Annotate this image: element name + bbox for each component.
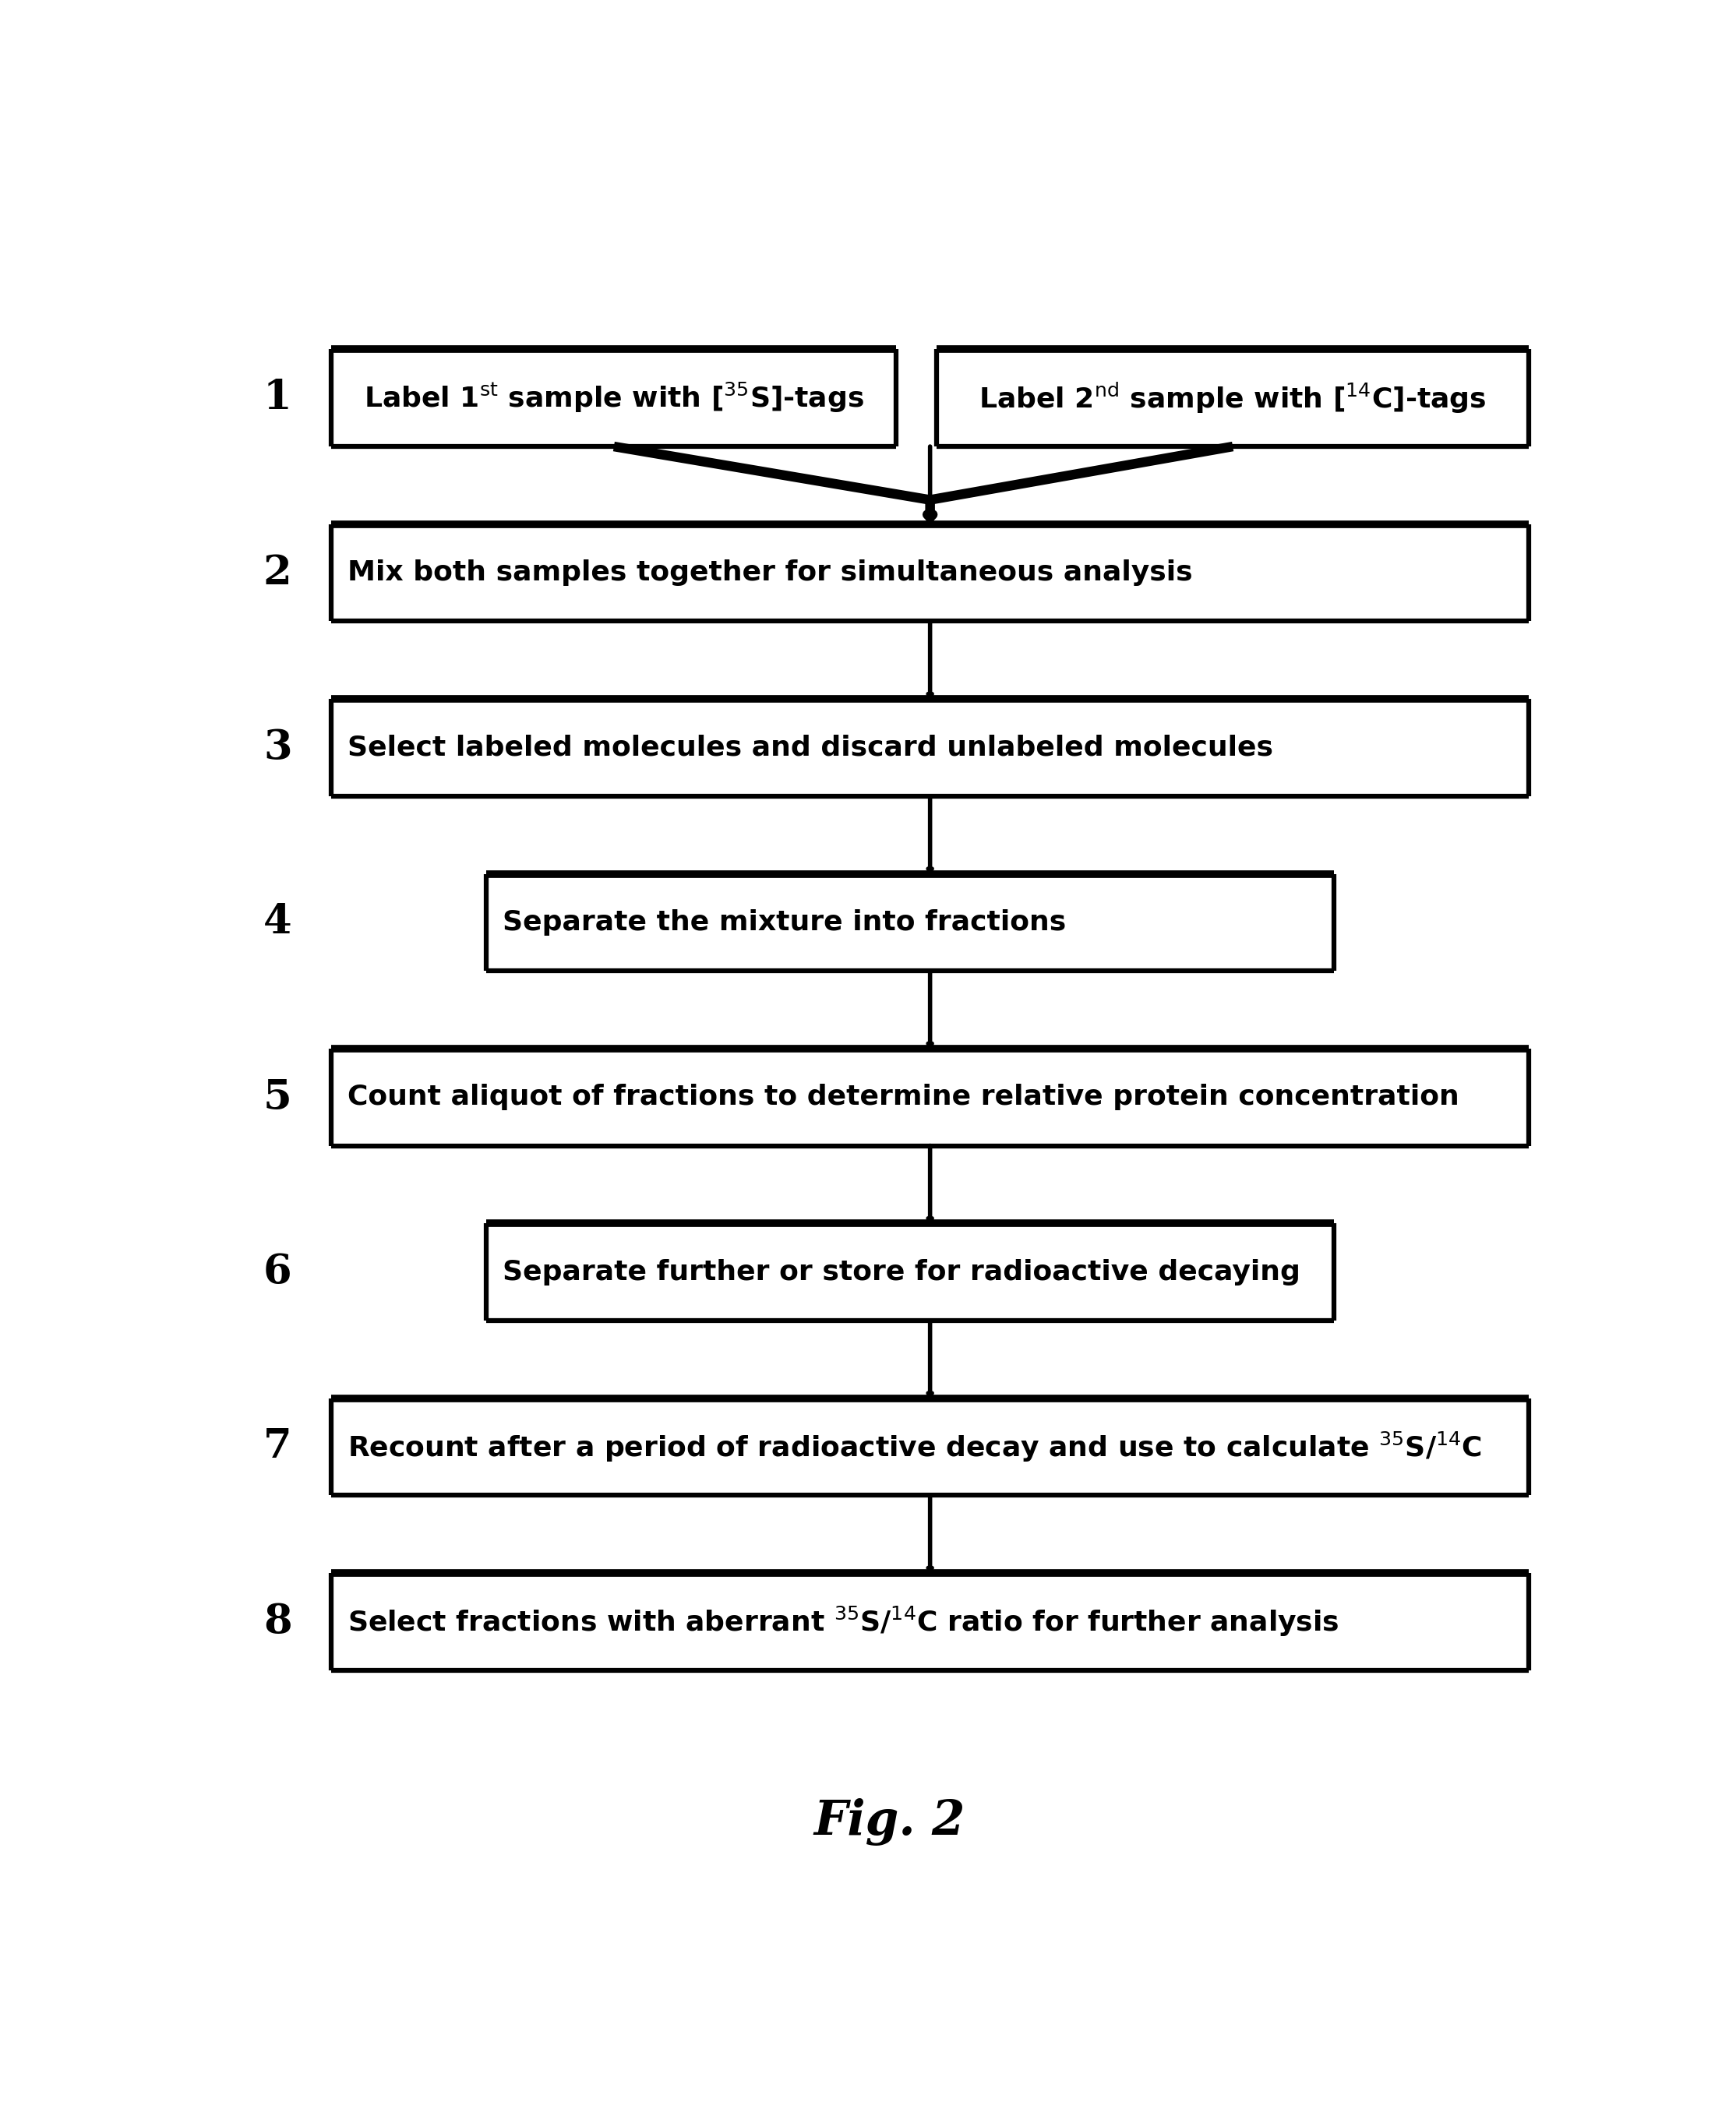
- Bar: [332, 1398, 1529, 1495]
- Text: 6: 6: [264, 1253, 292, 1293]
- Text: Label 1$^{\mathrm{st}}$ sample with [$^{35}$S]-tags: Label 1$^{\mathrm{st}}$ sample with [$^{…: [365, 380, 865, 414]
- Text: Separate further or store for radioactive decaying: Separate further or store for radioactiv…: [502, 1259, 1300, 1284]
- Text: Mix both samples together for simultaneous analysis: Mix both samples together for simultaneo…: [347, 559, 1193, 586]
- Text: Select labeled molecules and discard unlabeled molecules: Select labeled molecules and discard unl…: [347, 734, 1272, 761]
- Text: 3: 3: [264, 727, 292, 767]
- Bar: [332, 523, 1529, 622]
- Bar: [486, 874, 1333, 971]
- Text: Label 2$^{\mathrm{nd}}$ sample with [$^{14}$C]-tags: Label 2$^{\mathrm{nd}}$ sample with [$^{…: [979, 380, 1486, 414]
- Text: Fig. 2: Fig. 2: [814, 1799, 965, 1846]
- Text: Count aliquot of fractions to determine relative protein concentration: Count aliquot of fractions to determine …: [347, 1085, 1460, 1110]
- Bar: [332, 700, 1529, 797]
- Bar: [332, 349, 896, 446]
- Text: 4: 4: [264, 902, 292, 942]
- Bar: [937, 349, 1529, 446]
- Text: 7: 7: [264, 1427, 292, 1467]
- Bar: [332, 1049, 1529, 1146]
- Text: Select fractions with aberrant $^{35}$S/$^{14}$C ratio for further analysis: Select fractions with aberrant $^{35}$S/…: [347, 1604, 1338, 1637]
- Text: Separate the mixture into fractions: Separate the mixture into fractions: [502, 908, 1066, 935]
- Text: 5: 5: [264, 1076, 292, 1116]
- Text: 2: 2: [264, 553, 292, 593]
- Bar: [486, 1223, 1333, 1320]
- Text: Recount after a period of radioactive decay and use to calculate $^{35}$S/$^{14}: Recount after a period of radioactive de…: [347, 1429, 1483, 1463]
- Text: 1: 1: [264, 378, 292, 418]
- Bar: [332, 1572, 1529, 1671]
- Text: 8: 8: [264, 1602, 292, 1642]
